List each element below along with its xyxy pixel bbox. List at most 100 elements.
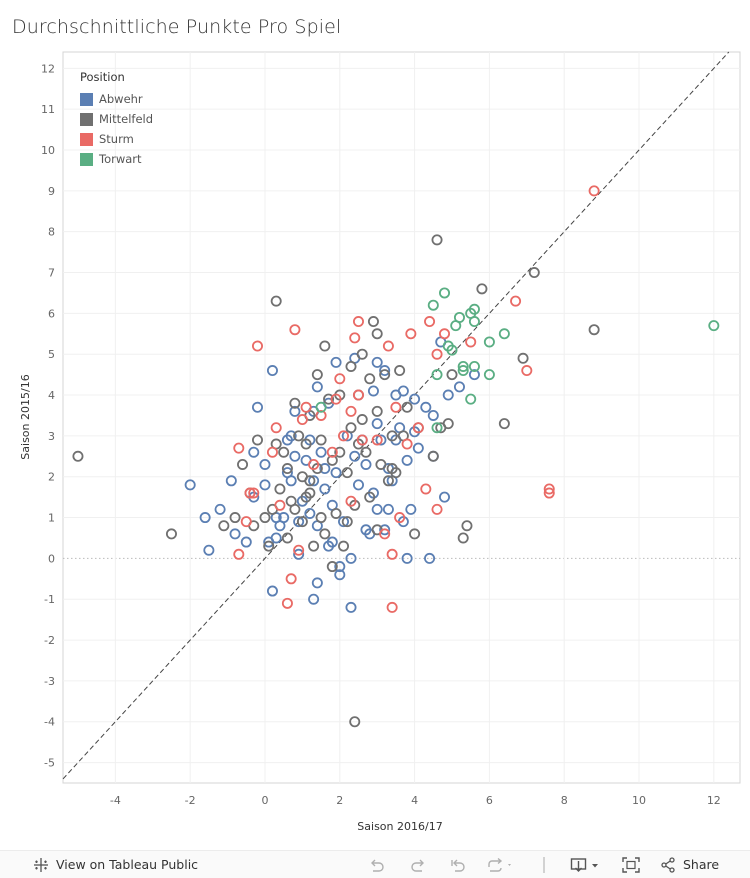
data-point[interactable]: [424, 552, 436, 564]
data-point[interactable]: [203, 544, 215, 556]
data-point[interactable]: [289, 405, 301, 417]
data-point[interactable]: [468, 360, 480, 372]
data-point[interactable]: [397, 385, 409, 397]
data-point[interactable]: [708, 320, 720, 332]
data-point[interactable]: [308, 475, 320, 487]
data-point[interactable]: [225, 475, 237, 487]
data-point[interactable]: [457, 360, 469, 372]
data-point[interactable]: [446, 344, 458, 356]
data-point[interactable]: [453, 311, 465, 323]
data-point[interactable]: [289, 324, 301, 336]
data-point[interactable]: [375, 434, 387, 446]
data-point[interactable]: [330, 356, 342, 368]
data-point[interactable]: [483, 336, 495, 348]
revert-button[interactable]: [450, 851, 466, 878]
data-point[interactable]: [304, 487, 316, 499]
data-point[interactable]: [517, 352, 529, 364]
data-point[interactable]: [345, 422, 357, 434]
data-point[interactable]: [386, 548, 398, 560]
data-point[interactable]: [379, 365, 391, 377]
data-point[interactable]: [371, 418, 383, 430]
data-point[interactable]: [308, 458, 320, 470]
data-point[interactable]: [319, 463, 331, 475]
data-point[interactable]: [382, 503, 394, 515]
data-point[interactable]: [330, 507, 342, 519]
data-point[interactable]: [468, 369, 480, 381]
data-point[interactable]: [431, 503, 443, 515]
data-point[interactable]: [442, 389, 454, 401]
data-point[interactable]: [427, 409, 439, 421]
data-point[interactable]: [285, 573, 297, 585]
data-point[interactable]: [263, 540, 275, 552]
data-point[interactable]: [266, 585, 278, 597]
data-point[interactable]: [323, 540, 335, 552]
data-point[interactable]: [270, 532, 282, 544]
data-point[interactable]: [334, 569, 346, 581]
data-point[interactable]: [248, 446, 260, 458]
data-point[interactable]: [341, 516, 353, 528]
data-point[interactable]: [330, 467, 342, 479]
data-point[interactable]: [543, 483, 555, 495]
data-point[interactable]: [453, 381, 465, 393]
data-point[interactable]: [401, 401, 413, 413]
data-point[interactable]: [319, 483, 331, 495]
data-point[interactable]: [274, 520, 286, 532]
data-point[interactable]: [367, 385, 379, 397]
data-point[interactable]: [394, 365, 406, 377]
data-point[interactable]: [442, 418, 454, 430]
data-point[interactable]: [248, 487, 260, 499]
data-point[interactable]: [270, 422, 282, 434]
data-point[interactable]: [468, 316, 480, 328]
redo-button[interactable]: [410, 851, 426, 878]
data-point[interactable]: [338, 430, 350, 442]
legend-item-torwart[interactable]: Torwart: [80, 149, 153, 169]
data-point[interactable]: [345, 495, 357, 507]
data-point[interactable]: [446, 369, 458, 381]
data-point[interactable]: [431, 369, 443, 381]
data-point[interactable]: [394, 512, 406, 524]
data-point[interactable]: [386, 430, 398, 442]
data-point[interactable]: [412, 422, 424, 434]
data-point[interactable]: [338, 540, 350, 552]
data-point[interactable]: [356, 348, 368, 360]
data-point[interactable]: [323, 393, 335, 405]
data-point[interactable]: [319, 340, 331, 352]
download-button[interactable]: [570, 851, 600, 878]
data-point[interactable]: [439, 491, 451, 503]
data-point[interactable]: [345, 405, 357, 417]
data-point[interactable]: [367, 316, 379, 328]
data-point[interactable]: [420, 483, 432, 495]
data-point[interactable]: [431, 234, 443, 246]
data-point[interactable]: [334, 561, 346, 573]
data-point[interactable]: [498, 418, 510, 430]
data-point[interactable]: [229, 528, 241, 540]
data-point[interactable]: [233, 442, 245, 454]
data-point[interactable]: [375, 458, 387, 470]
data-point[interactable]: [371, 356, 383, 368]
data-point[interactable]: [360, 458, 372, 470]
data-point[interactable]: [244, 487, 256, 499]
data-point[interactable]: [457, 532, 469, 544]
data-point[interactable]: [465, 336, 477, 348]
legend-item-abwehr[interactable]: Abwehr: [80, 89, 153, 109]
data-point[interactable]: [300, 438, 312, 450]
data-point[interactable]: [311, 381, 323, 393]
data-point[interactable]: [386, 601, 398, 613]
data-point[interactable]: [412, 442, 424, 454]
data-point[interactable]: [281, 597, 293, 609]
data-point[interactable]: [465, 393, 477, 405]
data-point[interactable]: [281, 463, 293, 475]
data-point[interactable]: [379, 528, 391, 540]
data-point[interactable]: [326, 446, 338, 458]
data-point[interactable]: [199, 512, 211, 524]
data-point[interactable]: [427, 450, 439, 462]
data-point[interactable]: [431, 422, 443, 434]
data-point[interactable]: [382, 475, 394, 487]
data-point[interactable]: [274, 499, 286, 511]
legend-item-sturm[interactable]: Sturm: [80, 129, 153, 149]
data-point[interactable]: [240, 536, 252, 548]
data-point[interactable]: [293, 430, 305, 442]
data-point[interactable]: [476, 283, 488, 295]
data-point[interactable]: [251, 340, 263, 352]
